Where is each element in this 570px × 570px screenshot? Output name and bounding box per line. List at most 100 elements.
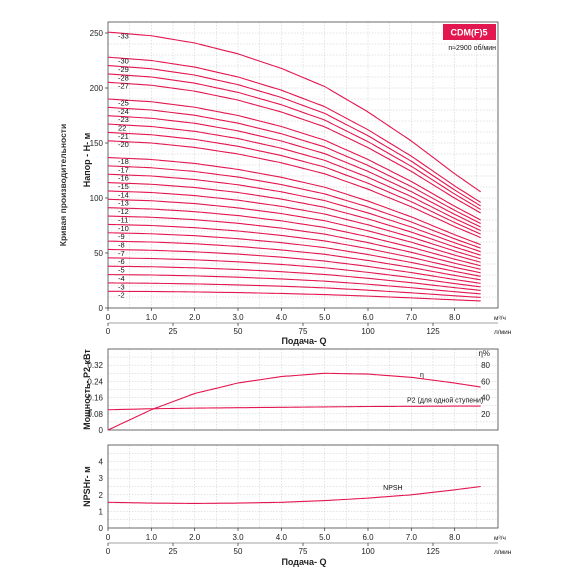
stage-label-30: -30 [118, 57, 129, 66]
head-xtick-label: 4.0 [276, 313, 288, 322]
stage-label-29: -29 [118, 65, 129, 74]
eff-ytick-label: 20 [481, 410, 490, 419]
head-curve-stage-12 [107, 207, 481, 267]
npsh-ytick-label: 0 [99, 524, 104, 533]
npsh-xtick-lmin-label: 0 [106, 547, 111, 556]
stage-label-18: -18 [118, 157, 129, 166]
head-curve-stage-6 [107, 257, 481, 288]
head-curve-stage-2 [107, 290, 481, 302]
npsh-xtick-label: 7.0 [406, 533, 418, 542]
head-curve-stage-13 [107, 198, 481, 263]
stage-label-4: -4 [118, 274, 125, 283]
head-ytick-label: 50 [94, 249, 103, 258]
stage-label-14: -14 [118, 190, 129, 199]
power-ytick-label: 0.32 [87, 361, 103, 370]
stage-label-8: -8 [118, 241, 125, 250]
power-curve [107, 405, 481, 411]
speed-label: n≈2900 об/мин [448, 44, 496, 52]
head-xtick-lmin-label: 75 [299, 327, 308, 336]
head-ytick-label: 0 [99, 304, 104, 313]
stage-label-3: -3 [118, 282, 125, 291]
head-xtick-label: 0 [106, 313, 111, 322]
head-frame [107, 21, 499, 309]
head-xtick-lmin-label: 25 [169, 327, 178, 336]
head-xtick-lmin-label: 125 [426, 327, 440, 336]
stage-label-17: -17 [118, 165, 129, 174]
power-ylabel: Мощность- P2 кВт [82, 349, 92, 430]
head-curve-stage-21 [107, 131, 481, 235]
head-xtick-label: 3.0 [232, 313, 244, 322]
npsh-xtick-label: 6.0 [362, 533, 374, 542]
head-xtick-label: 7.0 [406, 313, 418, 322]
head-curve-stage-23 [107, 115, 481, 228]
npsh-ytick-label: 2 [99, 491, 104, 500]
brand-badge: CDM(F)5 [443, 24, 496, 40]
npsh-curve [107, 485, 481, 504]
npsh-xtick-label: 0 [106, 533, 111, 542]
head-ytick-label: 250 [90, 29, 104, 38]
npsh-xlabel: Подача- Q [281, 557, 326, 567]
stage-label-11: -11 [118, 215, 128, 224]
head-curve-stage-5 [107, 265, 481, 291]
head-curve-stage-16 [107, 173, 481, 253]
head-ytick-label: 150 [90, 139, 104, 148]
brand-badge-bg [443, 24, 496, 40]
npsh-xtick-lmin-label: 125 [426, 547, 440, 556]
head-xtick-lmin-label: 100 [361, 327, 375, 336]
power-series-label: P2 (для одной ступени) [407, 397, 483, 405]
eff-ylabel: η% [478, 349, 490, 358]
head-curve-stage-33 [107, 31, 481, 193]
npsh-ytick-label: 3 [99, 474, 104, 483]
stage-label-22: 22 [118, 123, 126, 132]
side-title: Кривая производительности [58, 124, 68, 246]
stage-label-10: -10 [118, 224, 129, 233]
head-unit-lmin: л/мин [494, 329, 512, 336]
head-curve-stage-14 [107, 190, 481, 260]
head-curve-stage-25 [107, 98, 481, 221]
head-curve-stage-9 [107, 232, 481, 277]
power-ytick-label: 0.08 [87, 410, 103, 419]
head-unit-m3h: м³/ч [494, 315, 506, 322]
npsh-ylabel: NPSHr- м [82, 466, 92, 507]
power-frame [107, 348, 499, 431]
eff-ytick-label: 60 [481, 377, 490, 386]
stage-label-20: -20 [118, 140, 129, 149]
stage-label-2: -2 [118, 291, 125, 300]
head-ytick-label: 100 [90, 194, 104, 203]
head-xlabel: Подача- Q [281, 336, 326, 346]
head-curve-stage-4 [107, 274, 481, 295]
head-curve-stage-20 [107, 140, 481, 239]
head-xtick-label: 5.0 [319, 313, 331, 322]
head-curve-stage-10 [107, 223, 481, 274]
power-ytick-label: 0 [99, 426, 104, 435]
npsh-ytick-label: 1 [99, 507, 104, 516]
stage-label-25: -25 [118, 98, 129, 107]
npsh-xtick-lmin-label: 100 [361, 547, 375, 556]
efficiency-series-label: η [420, 372, 424, 379]
head-curve-stage-30 [107, 56, 481, 203]
head-curve-stage-27 [107, 81, 481, 214]
head-ylabel: Напор - H- м [82, 132, 92, 187]
stage-label-15: -15 [118, 182, 129, 191]
stage-label-6: -6 [118, 257, 125, 266]
power-ytick-label: 0.16 [87, 394, 103, 403]
npsh-chart: 0 1 2 3 4 0 1.0 2.0 3.0 4.0 5.0 6.0 7.0 8.0 м³/ч 0 25 50 7… [82, 444, 512, 567]
npsh-xtick-lmin-label: 50 [234, 547, 243, 556]
head-xtick-label: 2.0 [189, 313, 201, 322]
power-ytick-label: 0.24 [87, 377, 103, 386]
head-xtick-lmin-label: 0 [106, 327, 111, 336]
stage-label-27: -27 [118, 82, 129, 91]
npsh-ytick-label: 4 [99, 458, 104, 467]
stage-label-12: -12 [118, 207, 129, 216]
head-curve-stage-3 [107, 282, 481, 298]
head-curve-stage-18 [107, 156, 481, 246]
npsh-xtick-label: 2.0 [189, 533, 201, 542]
stage-label-13: -13 [118, 199, 129, 208]
stage-label-23: -23 [118, 115, 129, 124]
head-curve-stage-7 [107, 248, 481, 284]
stage-label-28: -28 [118, 73, 129, 82]
head-curve-stage-29 [107, 65, 481, 207]
npsh-xtick-label: 4.0 [276, 533, 288, 542]
